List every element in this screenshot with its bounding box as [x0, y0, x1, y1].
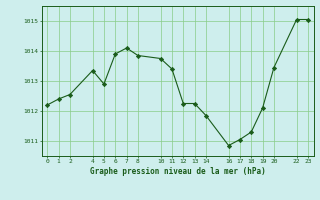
X-axis label: Graphe pression niveau de la mer (hPa): Graphe pression niveau de la mer (hPa): [90, 167, 266, 176]
